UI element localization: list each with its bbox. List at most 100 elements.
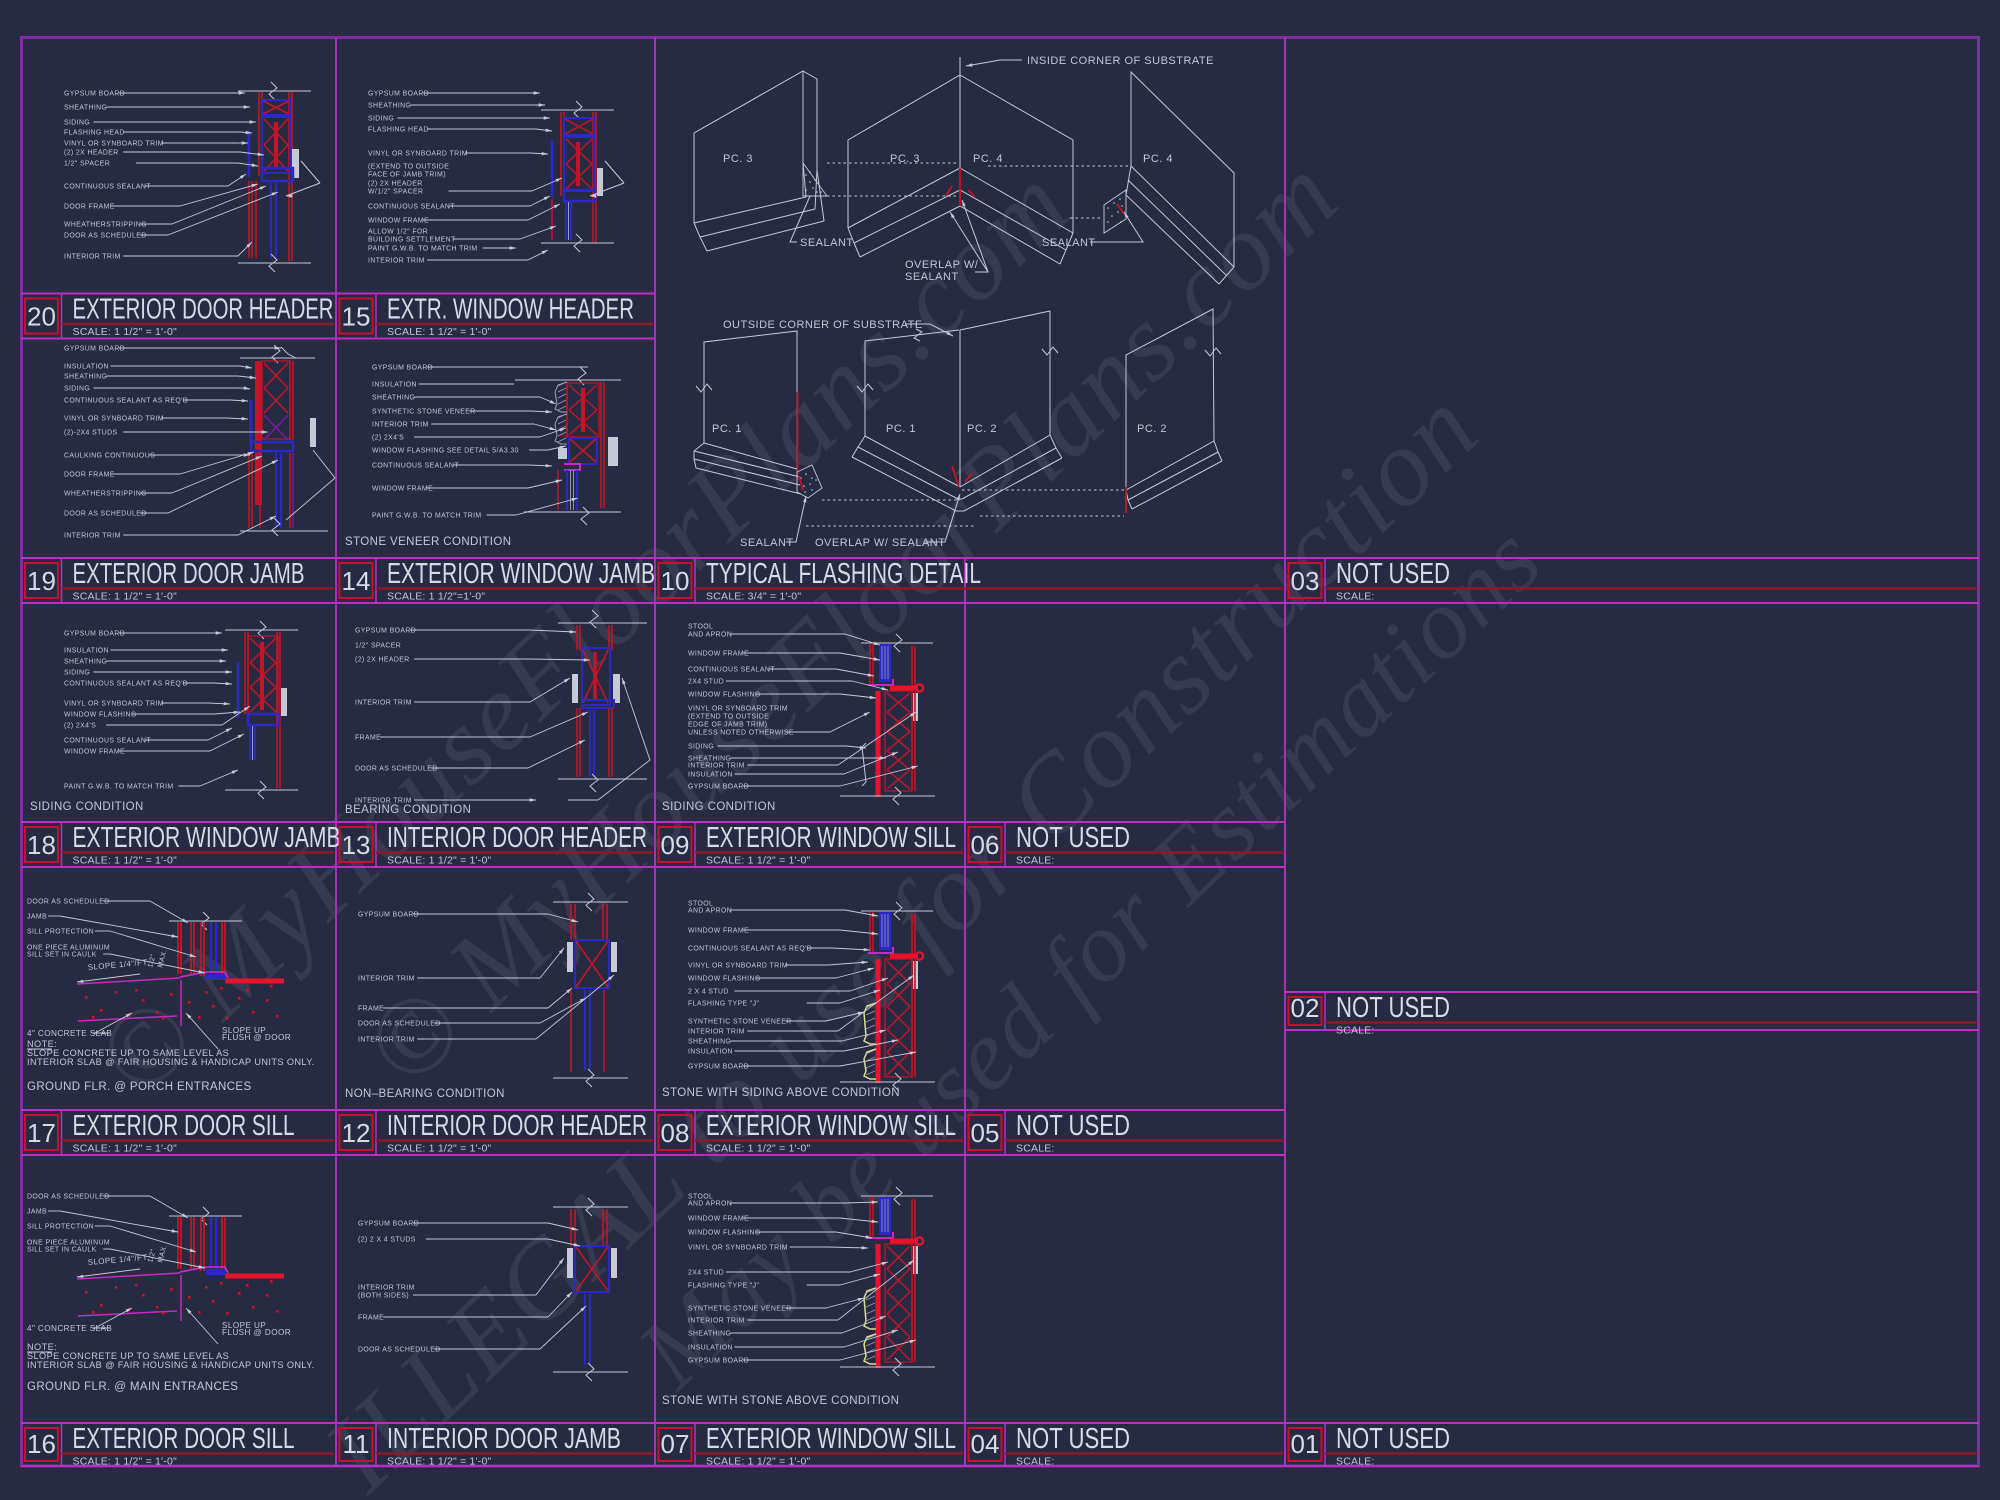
svg-text:09: 09 — [661, 830, 690, 860]
svg-text:18: 18 — [27, 830, 56, 860]
svg-text:12: 12 — [342, 1118, 371, 1148]
svg-text:FACE OF JAMB TRIM): FACE OF JAMB TRIM) — [368, 172, 446, 179]
svg-text:NOTE:: NOTE: — [27, 1342, 57, 1352]
svg-text:SILL SET IN CAULK: SILL SET IN CAULK — [27, 1247, 97, 1254]
svg-text:INSULATION: INSULATION — [688, 772, 733, 779]
svg-text:INTERIOR DOOR HEADER: INTERIOR DOOR HEADER — [387, 822, 647, 854]
svg-text:STONE WITH STONE ABOVE CONDITI: STONE WITH STONE ABOVE CONDITION — [662, 1395, 899, 1407]
svg-text:CONTINUOUS SEALANT: CONTINUOUS SEALANT — [368, 204, 455, 211]
svg-text:VINYL OR SYNBOARD TRIM: VINYL OR SYNBOARD TRIM — [368, 151, 468, 158]
svg-text:INSULATION: INSULATION — [64, 648, 109, 655]
svg-text:1/2" SPACER: 1/2" SPACER — [355, 643, 401, 650]
svg-text:(EXTEND TO OUTSIDE: (EXTEND TO OUTSIDE — [688, 714, 769, 721]
svg-text:JAMB: JAMB — [27, 1209, 47, 1216]
svg-text:INTERIOR TRIM: INTERIOR TRIM — [355, 700, 412, 707]
svg-text:SEALANT: SEALANT — [740, 537, 794, 549]
svg-text:DOOR AS SCHEDULED: DOOR AS SCHEDULED — [27, 1194, 110, 1201]
svg-text:AND APRON: AND APRON — [688, 632, 732, 639]
svg-text:EXTERIOR WINDOW SILL: EXTERIOR WINDOW SILL — [706, 1423, 956, 1455]
svg-text:08: 08 — [661, 1118, 690, 1148]
svg-text:DOOR AS SCHEDULED: DOOR AS SCHEDULED — [355, 766, 438, 773]
svg-text:2 X 4 STUD: 2 X 4 STUD — [688, 989, 729, 996]
svg-text:(BOTH SIDES): (BOTH SIDES) — [358, 1293, 409, 1300]
svg-text:DOOR AS SCHEDULED: DOOR AS SCHEDULED — [358, 1347, 441, 1354]
svg-text:NOT USED: NOT USED — [1016, 1423, 1130, 1455]
svg-text:AND APRON: AND APRON — [688, 1201, 732, 1208]
svg-text:WINDOW FRAME: WINDOW FRAME — [688, 651, 749, 658]
svg-text:PAINT G.W.B. TO MATCH TRIM: PAINT G.W.B. TO MATCH TRIM — [64, 784, 174, 791]
svg-text:CONTINUOUS SEALANT: CONTINUOUS SEALANT — [688, 667, 775, 674]
svg-text:AND APRON: AND APRON — [688, 908, 732, 915]
svg-text:INTERIOR DOOR HEADER: INTERIOR DOOR HEADER — [387, 1110, 647, 1142]
svg-text:SCALE: 1 1/2"=1'-0": SCALE: 1 1/2"=1'-0" — [387, 591, 485, 603]
svg-text:20: 20 — [27, 302, 56, 332]
svg-text:GYPSUM BOARD: GYPSUM BOARD — [355, 628, 416, 635]
svg-text:DOOR AS SCHEDULED: DOOR AS SCHEDULED — [358, 1021, 441, 1028]
svg-text:INTERIOR SLAB @ FAIR HOUSING &: INTERIOR SLAB @ FAIR HOUSING & HANDICAP … — [27, 1057, 315, 1067]
svg-text:SIDING: SIDING — [64, 670, 90, 677]
svg-text:1/2": 1/2" — [147, 953, 157, 968]
svg-text:WHEATHERSTRIPPING: WHEATHERSTRIPPING — [64, 222, 147, 229]
svg-text:WINDOW FRAME: WINDOW FRAME — [64, 749, 125, 756]
svg-text:SCALE: 1 1/2" = 1'-0": SCALE: 1 1/2" = 1'-0" — [73, 591, 177, 603]
svg-text:04: 04 — [971, 1429, 1000, 1459]
svg-text:STOOL: STOOL — [688, 1194, 713, 1201]
svg-text:MAX.: MAX. — [157, 949, 169, 969]
svg-text:STONE WITH SIDING ABOVE CONDIT: STONE WITH SIDING ABOVE CONDITION — [662, 1087, 900, 1099]
svg-text:BUILDING SETTLEMENT: BUILDING SETTLEMENT — [368, 237, 456, 244]
svg-text:SLOPE CONCRETE UP TO SAME LEVE: SLOPE CONCRETE UP TO SAME LEVEL AS — [27, 1048, 229, 1058]
svg-text:SHEATHING: SHEATHING — [688, 1039, 731, 1046]
svg-text:PAINT G.W.B. TO MATCH TRIM: PAINT G.W.B. TO MATCH TRIM — [372, 513, 482, 520]
svg-text:INTERIOR TRIM: INTERIOR TRIM — [368, 258, 425, 265]
svg-text:SCALE:: SCALE: — [1336, 1456, 1375, 1468]
svg-text:WINDOW FRAME: WINDOW FRAME — [688, 1216, 749, 1223]
svg-text:INTERIOR DOOR JAMB: INTERIOR DOOR JAMB — [387, 1423, 621, 1455]
svg-text:GYPSUM BOARD: GYPSUM BOARD — [358, 1221, 419, 1228]
svg-text:(2) 2X HEADER: (2) 2X HEADER — [368, 181, 423, 188]
svg-text:ONE PIECE ALUMINUM: ONE PIECE ALUMINUM — [27, 945, 110, 952]
svg-text:INTERIOR SLAB @ FAIR HOUSING &: INTERIOR SLAB @ FAIR HOUSING & HANDICAP … — [27, 1360, 315, 1370]
svg-text:13: 13 — [342, 830, 371, 860]
svg-text:GYPSUM BOARD: GYPSUM BOARD — [688, 784, 749, 791]
svg-text:STOOL: STOOL — [688, 624, 713, 631]
svg-text:INSULATION: INSULATION — [688, 1345, 733, 1352]
svg-text:EXTERIOR DOOR HEADER: EXTERIOR DOOR HEADER — [73, 294, 334, 326]
svg-text:FLASHING HEAD: FLASHING HEAD — [64, 130, 125, 137]
svg-text:BEARING CONDITION: BEARING CONDITION — [345, 804, 471, 816]
svg-text:SCALE:: SCALE: — [1336, 591, 1375, 603]
svg-text:EXTERIOR WINDOW SILL: EXTERIOR WINDOW SILL — [706, 822, 956, 854]
svg-text:INSULATION: INSULATION — [688, 1049, 733, 1056]
svg-text:NOT USED: NOT USED — [1016, 1110, 1130, 1142]
svg-text:INTERIOR TRIM: INTERIOR TRIM — [688, 763, 745, 770]
svg-text:GYPSUM BOARD: GYPSUM BOARD — [688, 1064, 749, 1071]
svg-text:SILL SET IN CAULK: SILL SET IN CAULK — [27, 952, 97, 959]
svg-text:CONTINUOUS SEALANT AS REQ'D: CONTINUOUS SEALANT AS REQ'D — [64, 681, 188, 688]
svg-text:INTERIOR TRIM: INTERIOR TRIM — [358, 1037, 415, 1044]
svg-text:WINDOW FLASHING: WINDOW FLASHING — [688, 692, 761, 699]
svg-text:PC. 1: PC. 1 — [886, 423, 916, 435]
svg-text:OVERLAP W/ SEALANT: OVERLAP W/ SEALANT — [815, 537, 945, 549]
svg-text:VINYL OR SYNBOARD TRIM: VINYL OR SYNBOARD TRIM — [688, 706, 788, 713]
svg-text:SCALE: 1 1/2" = 1'-0": SCALE: 1 1/2" = 1'-0" — [706, 855, 810, 867]
svg-text:SCALE:: SCALE: — [1016, 1456, 1055, 1468]
svg-text:FRAME: FRAME — [358, 1006, 384, 1013]
svg-text:2X4 STUD: 2X4 STUD — [688, 1270, 724, 1277]
svg-text:INTERIOR TRIM: INTERIOR TRIM — [64, 533, 121, 540]
svg-text:WHEATHERSTRIPPING: WHEATHERSTRIPPING — [64, 491, 147, 498]
svg-text:INTERIOR TRIM: INTERIOR TRIM — [688, 1318, 745, 1325]
svg-text:PC. 1: PC. 1 — [712, 423, 742, 435]
svg-text:FLASHING TYPE "J": FLASHING TYPE "J" — [688, 1283, 759, 1290]
svg-text:DOOR AS SCHEDULED: DOOR AS SCHEDULED — [64, 511, 147, 518]
svg-text:GYPSUM BOARD: GYPSUM BOARD — [64, 346, 125, 353]
svg-text:DOOR FRAME: DOOR FRAME — [64, 472, 115, 479]
svg-text:PC. 4: PC. 4 — [1143, 153, 1173, 165]
svg-text:GYPSUM BOARD: GYPSUM BOARD — [64, 631, 125, 638]
svg-text:CONTINUOUS SEALANT AS REQ'D: CONTINUOUS SEALANT AS REQ'D — [688, 946, 812, 953]
svg-text:WINDOW FRAME: WINDOW FRAME — [368, 218, 429, 225]
svg-text:SIDING: SIDING — [368, 116, 394, 123]
svg-text:07: 07 — [661, 1429, 690, 1459]
svg-text:PC. 2: PC. 2 — [967, 423, 997, 435]
svg-text:SCALE:: SCALE: — [1016, 1143, 1055, 1155]
svg-text:GYPSUM BOARD: GYPSUM BOARD — [64, 91, 125, 98]
svg-text:ONE PIECE ALUMINUM: ONE PIECE ALUMINUM — [27, 1240, 110, 1247]
